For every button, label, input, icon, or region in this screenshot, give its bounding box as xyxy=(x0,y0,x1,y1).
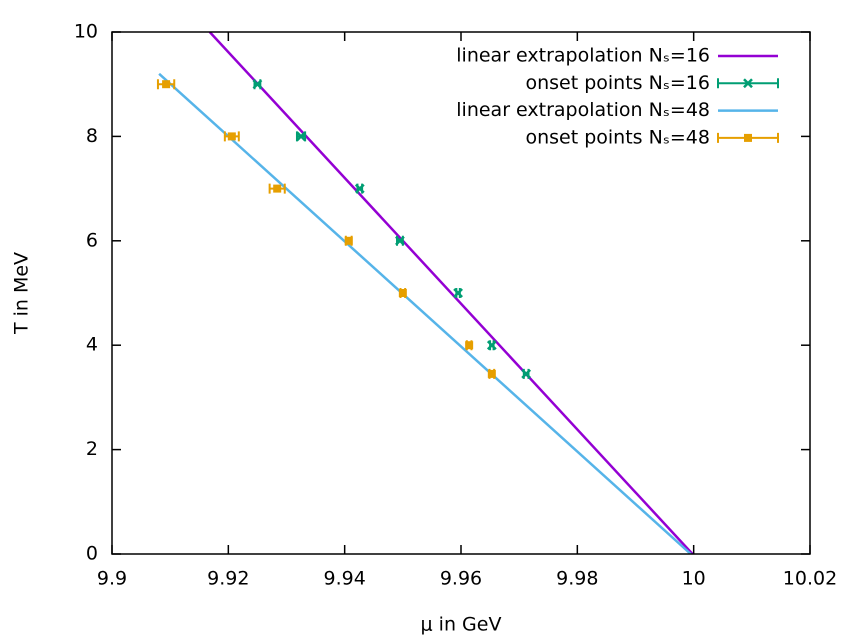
x-tick-label: 9.98 xyxy=(556,568,598,590)
point xyxy=(273,184,282,193)
y-tick-label: 2 xyxy=(86,438,98,460)
plot-frame xyxy=(111,31,811,555)
point xyxy=(354,183,365,194)
point xyxy=(252,79,263,90)
legend-label: onset points Nₛ=16 xyxy=(525,72,710,94)
point xyxy=(453,288,463,298)
x-axis-label: μ in GeV xyxy=(421,614,502,636)
y-tick-label: 6 xyxy=(86,229,98,251)
point xyxy=(486,340,497,351)
legend-marker xyxy=(743,78,753,89)
point xyxy=(296,131,306,142)
legend-marker xyxy=(744,133,752,142)
point xyxy=(162,80,171,89)
plot-area xyxy=(156,32,694,554)
legend-label: linear extrapolation Nₛ=16 xyxy=(456,45,710,67)
x-tick-label: 10.02 xyxy=(783,568,837,590)
y-tick-label: 4 xyxy=(86,334,98,356)
y-tick-label: 8 xyxy=(86,125,98,147)
line xyxy=(158,72,692,554)
point xyxy=(344,236,353,245)
point xyxy=(395,235,405,246)
y-tick-label: 0 xyxy=(86,543,98,565)
y-axis-label: T in MeV xyxy=(11,252,33,335)
x-tick-label: 9.92 xyxy=(207,568,249,590)
legend-label: onset points Nₛ=48 xyxy=(525,126,710,148)
x-tick-label: 9.94 xyxy=(324,568,366,590)
x-tick-label: 9.9 xyxy=(97,568,127,590)
point xyxy=(398,289,407,297)
y-tick-label: 10 xyxy=(74,21,98,43)
line xyxy=(208,32,694,554)
x-tick-label: 9.96 xyxy=(440,568,482,590)
x-tick-label: 10 xyxy=(682,568,706,590)
point xyxy=(465,341,474,350)
point xyxy=(521,369,532,379)
point xyxy=(227,132,236,141)
legend-label: linear extrapolation Nₛ=48 xyxy=(456,99,710,121)
point xyxy=(487,369,496,378)
